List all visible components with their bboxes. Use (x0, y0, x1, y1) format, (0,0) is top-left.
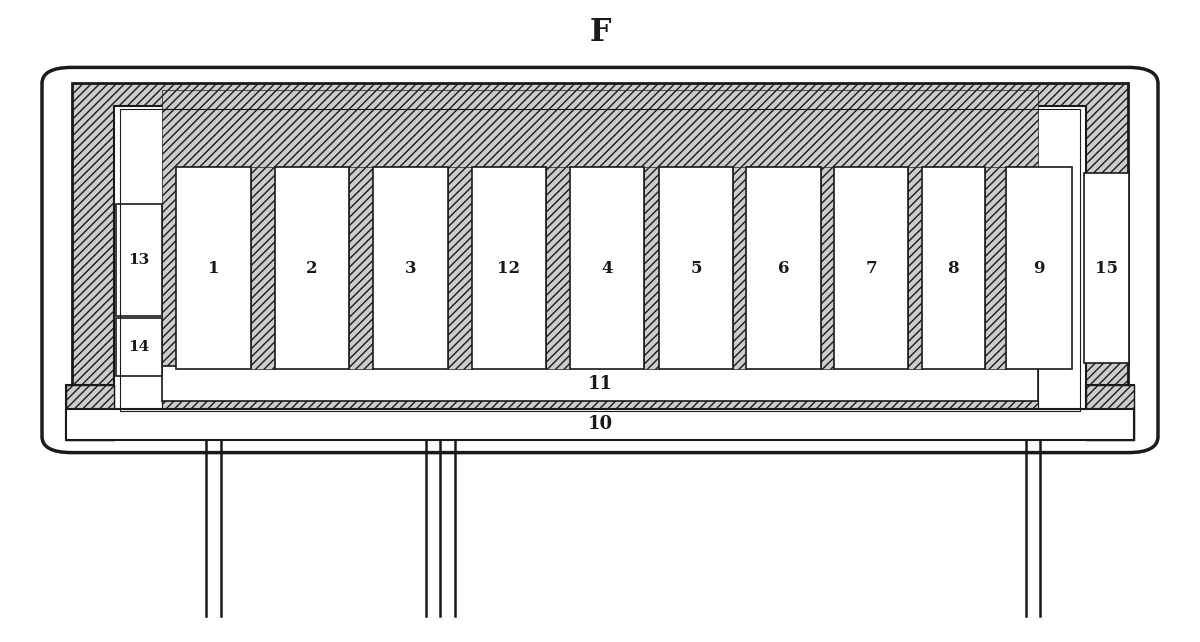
Bar (66, 409, 1134, 440)
Bar (1086, 385, 1134, 440)
Bar (275, 167, 349, 369)
Bar (66, 385, 114, 440)
Bar (834, 167, 908, 369)
Text: 5: 5 (690, 259, 702, 277)
Bar (120, 109, 1080, 411)
Bar (659, 167, 733, 369)
Bar (176, 167, 251, 369)
Bar (448, 167, 472, 369)
Bar (116, 204, 162, 316)
Bar (985, 167, 1006, 369)
Text: 3: 3 (404, 259, 416, 277)
Bar (733, 167, 746, 369)
Bar (162, 167, 1038, 369)
Bar (1084, 173, 1129, 363)
Bar (162, 167, 1038, 369)
Bar (546, 167, 570, 369)
Text: F: F (589, 17, 611, 48)
Text: 11: 11 (588, 374, 612, 393)
Text: 8: 8 (948, 259, 959, 277)
Text: 6: 6 (778, 259, 790, 277)
Bar (821, 167, 834, 369)
Text: 14: 14 (128, 340, 150, 354)
Bar (349, 167, 373, 369)
Text: 13: 13 (128, 253, 150, 267)
Bar (162, 401, 1038, 430)
Bar (1006, 167, 1072, 369)
Bar (922, 167, 985, 369)
Bar (373, 167, 448, 369)
Bar (570, 167, 644, 369)
Bar (251, 167, 275, 369)
Bar (472, 167, 546, 369)
Bar (66, 385, 114, 440)
Bar (162, 366, 1038, 401)
Text: 4: 4 (601, 259, 613, 277)
Bar (746, 167, 821, 369)
Text: 9: 9 (1033, 259, 1044, 277)
Bar (162, 369, 1038, 409)
Text: 7: 7 (865, 259, 877, 277)
Text: 1: 1 (208, 259, 220, 277)
Bar (908, 167, 922, 369)
Text: 2: 2 (306, 259, 318, 277)
Bar (72, 83, 1128, 437)
Bar (162, 90, 1038, 366)
Bar (116, 318, 162, 376)
Text: 12: 12 (497, 259, 521, 277)
Text: 10: 10 (588, 415, 612, 433)
Text: 15: 15 (1094, 259, 1118, 277)
Bar (1086, 385, 1134, 440)
Bar (644, 167, 659, 369)
Bar (114, 106, 1086, 414)
